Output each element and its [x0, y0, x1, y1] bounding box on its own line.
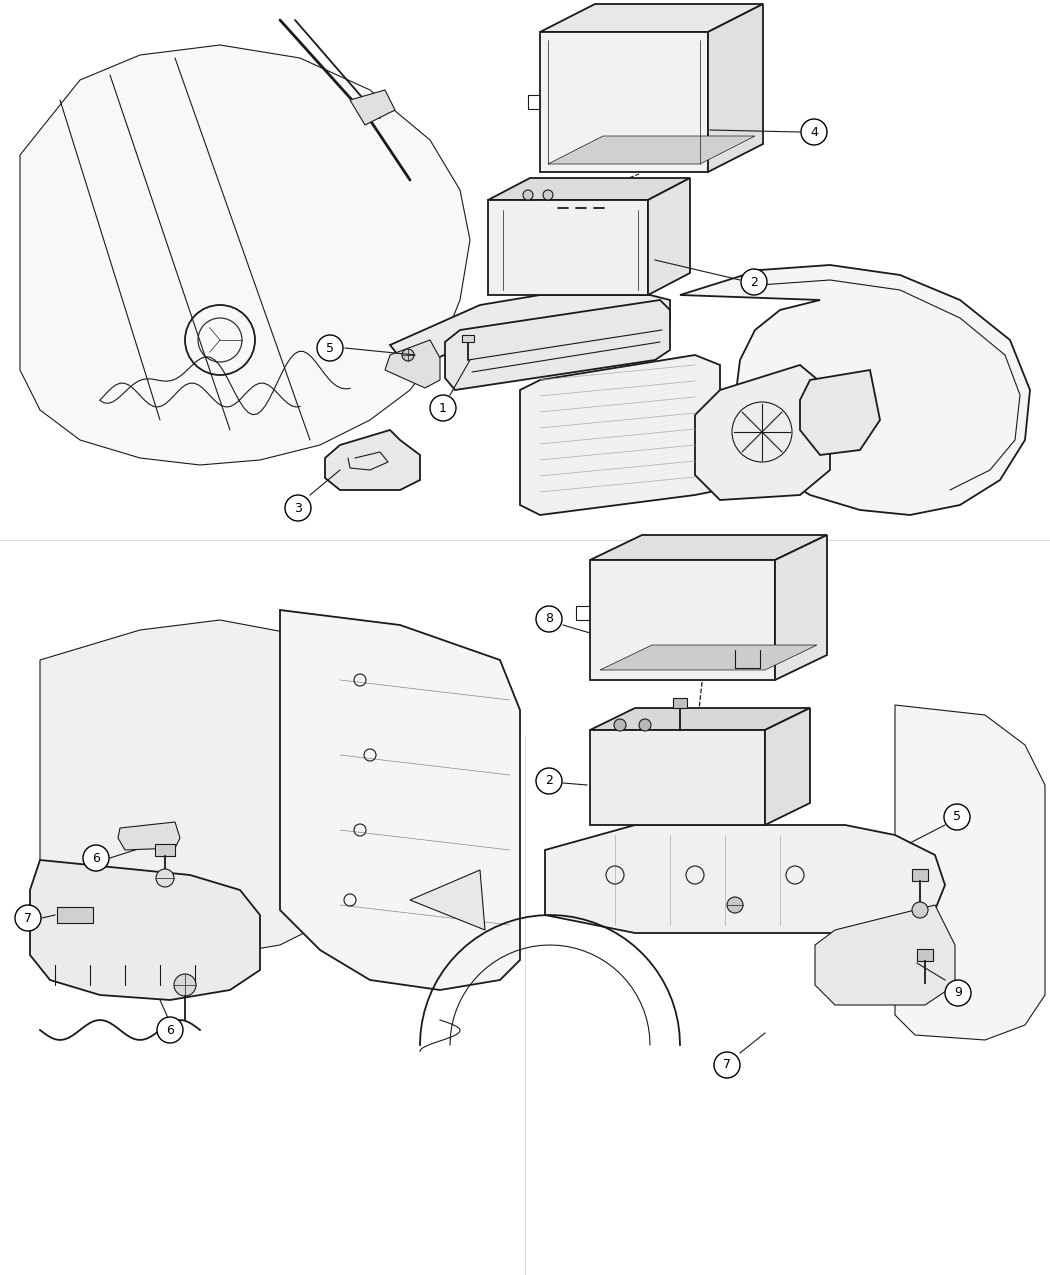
- Circle shape: [536, 606, 562, 632]
- Polygon shape: [540, 4, 763, 32]
- Circle shape: [402, 349, 414, 361]
- Polygon shape: [57, 907, 93, 923]
- Polygon shape: [680, 265, 1030, 515]
- Circle shape: [801, 119, 827, 145]
- Polygon shape: [40, 620, 380, 955]
- Polygon shape: [520, 354, 720, 515]
- Polygon shape: [462, 335, 474, 342]
- Polygon shape: [695, 365, 830, 500]
- Text: 2: 2: [750, 275, 758, 288]
- Polygon shape: [548, 136, 755, 164]
- Text: 2: 2: [545, 774, 553, 788]
- Polygon shape: [350, 91, 395, 125]
- Polygon shape: [30, 861, 260, 1000]
- Text: 1: 1: [439, 402, 447, 414]
- Polygon shape: [540, 32, 708, 172]
- Circle shape: [174, 974, 196, 996]
- Polygon shape: [488, 200, 648, 295]
- Circle shape: [430, 395, 456, 421]
- Circle shape: [523, 190, 533, 200]
- Text: 7: 7: [24, 912, 32, 924]
- Circle shape: [614, 719, 626, 731]
- Polygon shape: [590, 560, 775, 680]
- Circle shape: [543, 190, 553, 200]
- Circle shape: [912, 901, 928, 918]
- Text: 7: 7: [723, 1058, 731, 1071]
- Polygon shape: [118, 822, 180, 850]
- Text: 6: 6: [92, 852, 100, 864]
- Text: 9: 9: [954, 987, 962, 1000]
- Polygon shape: [912, 870, 928, 881]
- Polygon shape: [488, 179, 690, 200]
- Text: 5: 5: [953, 811, 961, 824]
- Polygon shape: [895, 705, 1045, 1040]
- Circle shape: [639, 719, 651, 731]
- Text: 8: 8: [545, 612, 553, 626]
- Circle shape: [945, 980, 971, 1006]
- Text: 4: 4: [810, 125, 818, 139]
- Text: 3: 3: [294, 501, 302, 515]
- Polygon shape: [445, 300, 670, 390]
- Polygon shape: [20, 45, 470, 465]
- Polygon shape: [815, 905, 956, 1005]
- Circle shape: [727, 898, 743, 913]
- Polygon shape: [545, 825, 945, 933]
- Polygon shape: [765, 708, 810, 825]
- Polygon shape: [385, 340, 440, 388]
- Circle shape: [83, 845, 109, 871]
- Text: 5: 5: [326, 342, 334, 354]
- Circle shape: [156, 870, 174, 887]
- Circle shape: [944, 805, 970, 830]
- Circle shape: [317, 335, 343, 361]
- Polygon shape: [590, 731, 765, 825]
- Polygon shape: [673, 697, 687, 708]
- Circle shape: [741, 269, 766, 295]
- Polygon shape: [590, 536, 827, 560]
- Polygon shape: [280, 609, 520, 989]
- Polygon shape: [648, 179, 690, 295]
- Polygon shape: [800, 370, 880, 455]
- Circle shape: [158, 1017, 183, 1043]
- Circle shape: [15, 905, 41, 931]
- Text: 6: 6: [166, 1024, 174, 1037]
- Polygon shape: [708, 4, 763, 172]
- Polygon shape: [155, 844, 175, 856]
- Polygon shape: [600, 645, 817, 669]
- Circle shape: [536, 768, 562, 794]
- Polygon shape: [410, 870, 485, 929]
- Polygon shape: [590, 708, 810, 731]
- Circle shape: [714, 1052, 740, 1077]
- Polygon shape: [326, 430, 420, 490]
- Polygon shape: [917, 949, 933, 961]
- Circle shape: [285, 495, 311, 521]
- Polygon shape: [390, 295, 670, 370]
- Polygon shape: [775, 536, 827, 680]
